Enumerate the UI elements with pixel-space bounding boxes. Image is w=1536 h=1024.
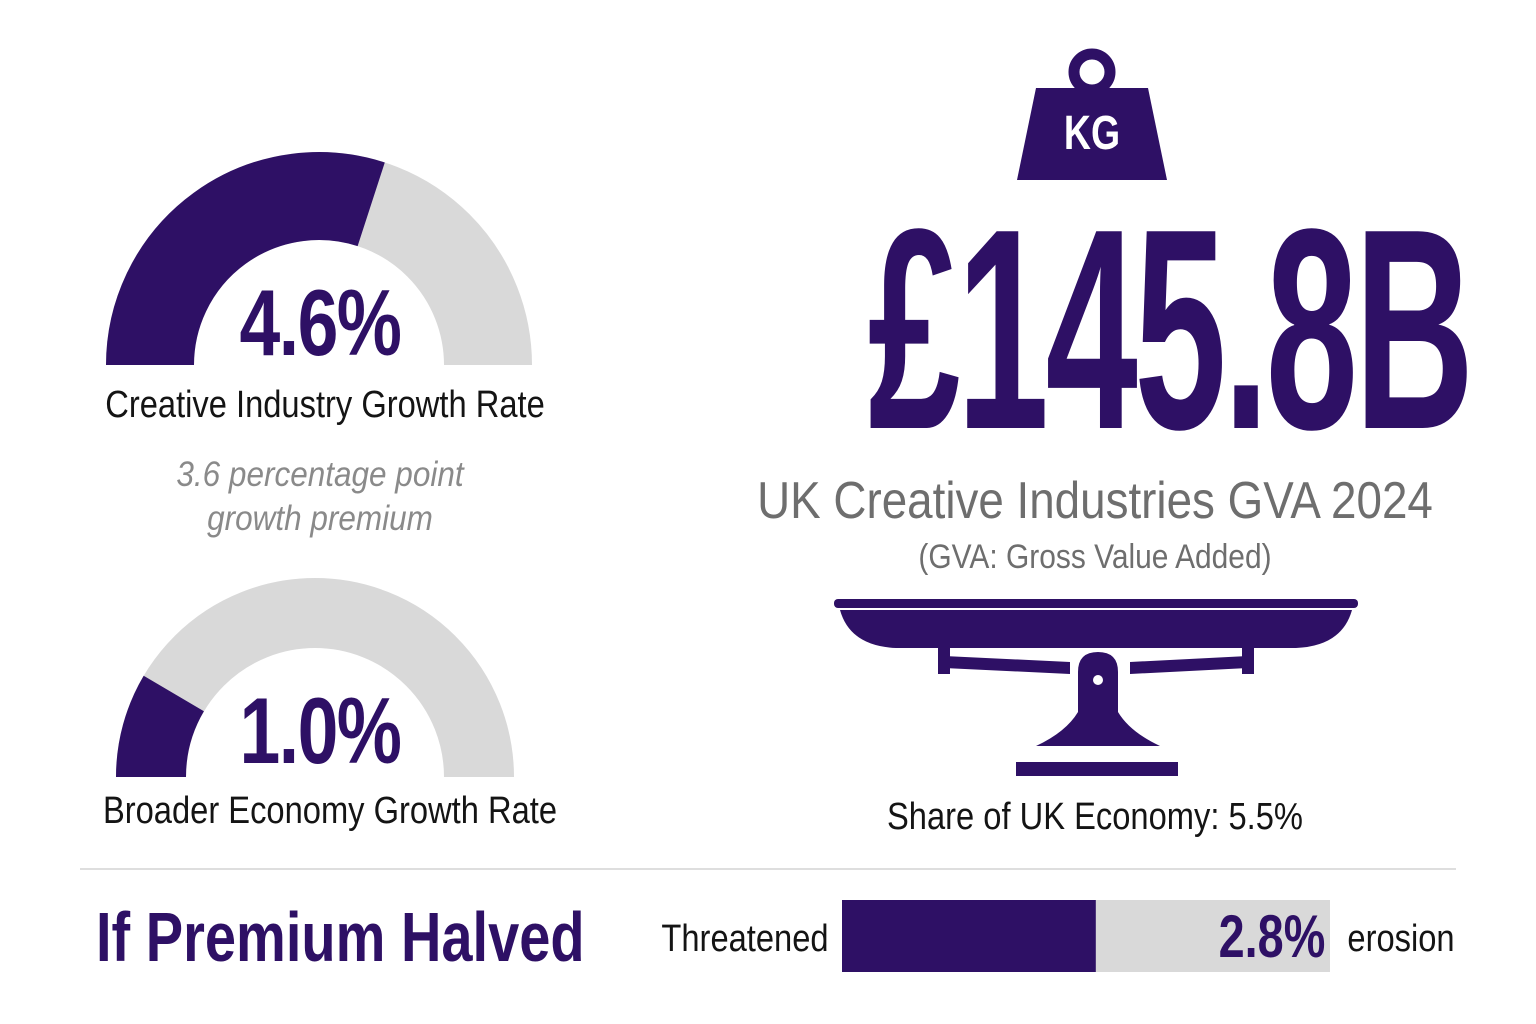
erosion-bar: 2.8%	[842, 900, 1330, 972]
gva-value: £145.8B	[868, 169, 1474, 489]
creative-growth-label: Creative Industry Growth Rate	[105, 384, 545, 426]
section-divider	[80, 868, 1456, 870]
gva-title: UK Creative Industries GVA 2024	[757, 472, 1433, 530]
gauge-fill	[106, 152, 385, 367]
scenario-title: If Premium Halved	[96, 898, 585, 976]
growth-premium-note-line1: 3.6 percentage point	[176, 455, 464, 494]
economy-growth-label: Broader Economy Growth Rate	[102, 790, 558, 832]
economy-growth-gauge: 1.0% Broader Economy Growth Rate	[0, 540, 640, 850]
bar-fill	[842, 900, 1096, 972]
erosion-bar-svg	[842, 900, 1330, 972]
threatened-label: Threatened	[661, 918, 829, 960]
growth-premium-note-line2: growth premium	[207, 499, 433, 538]
gva-subtitle: (GVA: Gross Value Added)	[918, 538, 1272, 576]
creative-growth-value: 4.6%	[239, 270, 402, 375]
creative-growth-gauge-svg	[106, 152, 532, 367]
economy-share-label: Share of UK Economy: 5.5%	[887, 796, 1303, 838]
economy-growth-gauge-svg	[115, 578, 514, 778]
erosion-value: 2.8%	[1218, 903, 1326, 970]
creative-growth-gauge: 4.6% Creative Industry Growth Rate 3.6 p…	[0, 0, 640, 560]
headline-panel: KG £145.8B UK Creative Industries GVA 20…	[700, 0, 1536, 860]
balance-scale-icon	[834, 599, 1358, 776]
kg-weight-label: KG	[1063, 107, 1121, 160]
scenario-section: If Premium Halved Threatened 2.8% erosio…	[0, 880, 1536, 1024]
gauge-fill	[115, 675, 205, 778]
erosion-label: erosion	[1347, 918, 1455, 960]
kg-weight-icon	[1017, 48, 1167, 180]
economy-growth-value: 1.0%	[239, 678, 402, 783]
